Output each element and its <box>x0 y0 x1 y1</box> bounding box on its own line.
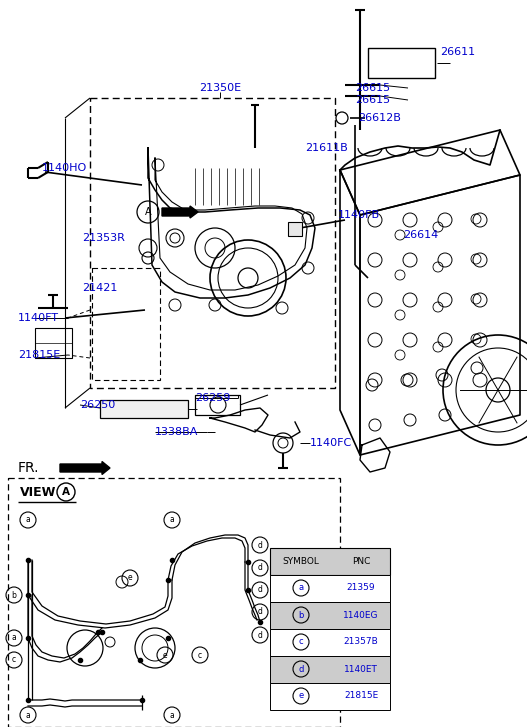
Text: e: e <box>163 651 167 659</box>
Text: FR.: FR. <box>18 461 40 475</box>
Text: 21421: 21421 <box>82 283 118 293</box>
Text: 21350E: 21350E <box>199 83 241 93</box>
Text: 26615: 26615 <box>355 95 390 105</box>
Text: VIEW: VIEW <box>20 486 56 499</box>
Bar <box>100 400 188 418</box>
Text: 1140FC: 1140FC <box>310 438 352 448</box>
Text: 1140HO: 1140HO <box>42 163 87 173</box>
Text: 21353R: 21353R <box>82 233 125 243</box>
Text: 26611: 26611 <box>440 47 475 57</box>
Text: SYMBOL: SYMBOL <box>282 556 319 566</box>
Text: d: d <box>258 608 262 616</box>
Text: c: c <box>299 638 304 646</box>
Bar <box>195 395 240 415</box>
Text: a: a <box>298 584 304 593</box>
Text: 21611B: 21611B <box>305 143 348 153</box>
Text: a: a <box>12 633 16 643</box>
Text: 1140ET: 1140ET <box>344 664 378 673</box>
Text: d: d <box>258 563 262 572</box>
Text: c: c <box>198 651 202 659</box>
Bar <box>270 629 390 656</box>
Text: c: c <box>12 656 16 664</box>
Text: d: d <box>258 540 262 550</box>
Bar <box>92 268 160 380</box>
Text: 21357B: 21357B <box>344 638 378 646</box>
Text: e: e <box>128 574 132 582</box>
Bar <box>8 478 340 727</box>
Text: A: A <box>145 207 151 217</box>
Text: b: b <box>12 590 16 600</box>
Text: e: e <box>298 691 304 701</box>
Text: 21815E: 21815E <box>344 691 378 701</box>
Text: 26259: 26259 <box>195 393 230 403</box>
Text: a: a <box>170 710 174 720</box>
Text: 21359: 21359 <box>347 584 375 593</box>
Bar <box>368 48 435 78</box>
Text: 26615: 26615 <box>355 83 390 93</box>
Bar <box>270 575 390 602</box>
Text: 26614: 26614 <box>403 230 438 240</box>
FancyArrow shape <box>60 462 110 475</box>
Text: b: b <box>298 611 304 619</box>
Text: A: A <box>62 487 70 497</box>
Text: 26612B: 26612B <box>358 113 401 123</box>
Bar <box>270 656 390 683</box>
Bar <box>35 328 72 358</box>
Text: 1140FB: 1140FB <box>338 210 380 220</box>
FancyArrow shape <box>162 206 198 218</box>
Text: d: d <box>258 630 262 640</box>
Bar <box>270 602 390 629</box>
Bar <box>270 548 390 575</box>
Text: a: a <box>26 710 31 720</box>
Bar <box>270 683 390 710</box>
Text: PNC: PNC <box>352 556 370 566</box>
Bar <box>90 98 335 388</box>
Text: 1140EG: 1140EG <box>343 611 379 619</box>
Text: d: d <box>298 664 304 673</box>
Text: a: a <box>170 515 174 524</box>
Text: 26250: 26250 <box>80 400 115 410</box>
Text: d: d <box>258 585 262 595</box>
Text: 1338BA: 1338BA <box>155 427 198 437</box>
Text: a: a <box>26 515 31 524</box>
Bar <box>288 222 302 236</box>
Text: 21815E: 21815E <box>18 350 60 360</box>
Text: 1140FT: 1140FT <box>18 313 59 323</box>
